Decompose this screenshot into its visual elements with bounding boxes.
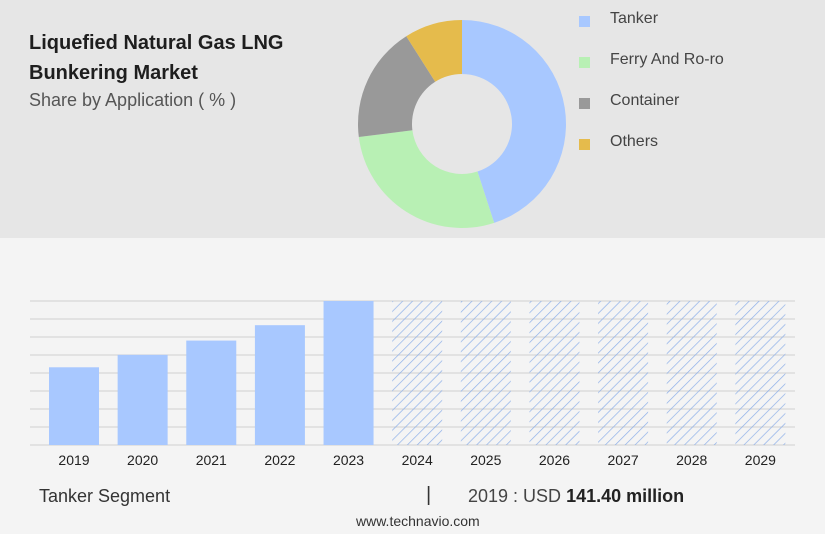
x-tick-label: 2024	[402, 452, 433, 468]
bar-forecast-2027	[598, 301, 649, 445]
bar-chart: 2019 2020 2021 2022 2023 2024 2025 2026 2027 2028…	[30, 300, 795, 468]
value-amount: 141.40 million	[566, 486, 685, 506]
segment-label: Tanker Segment	[39, 486, 171, 506]
legend-swatch	[579, 98, 590, 109]
bar-forecast-2024	[392, 301, 443, 445]
x-tick-label: 2023	[333, 452, 364, 468]
x-tick-label: 2027	[608, 452, 639, 468]
bar-forecast-2025	[460, 301, 511, 445]
donut-chart	[358, 20, 566, 229]
bar-2023	[323, 301, 374, 445]
legend-swatch	[579, 139, 590, 150]
legend-label: Others	[610, 133, 659, 150]
x-tick-label: 2025	[470, 452, 501, 468]
x-tick-label: 2021	[196, 452, 227, 468]
legend-label: Container	[610, 92, 680, 109]
x-tick-label: 2020	[127, 452, 158, 468]
footer-separator: |	[426, 484, 432, 506]
segment-value: 2019 : USD 141.40 million	[468, 486, 684, 507]
page-title: Liquefied Natural Gas LNG Bunkering Mark…	[29, 32, 284, 84]
donut-slice-1	[358, 130, 495, 229]
legend-label: Ferry And Ro-ro	[610, 51, 724, 68]
x-tick-label: 2029	[745, 452, 776, 468]
x-tick-label: 2028	[676, 452, 707, 468]
bar-2020	[117, 354, 168, 445]
donut-slice-0	[462, 20, 566, 223]
page-subtitle: Share by Application ( % )	[29, 90, 237, 110]
bar-forecast-2029	[735, 301, 786, 445]
source-url: www.technavio.com	[356, 513, 480, 529]
year-prefix: 2019 : USD	[468, 486, 562, 506]
donut-slice-2	[358, 36, 436, 138]
bar-2019	[49, 367, 99, 445]
legend-swatch	[579, 16, 590, 27]
donut-slice-3	[406, 20, 462, 82]
bar-2021	[186, 340, 237, 445]
x-tick-label: 2026	[539, 452, 570, 468]
x-tick-label: 2019	[58, 452, 89, 468]
x-tick-label: 2022	[264, 452, 295, 468]
bar-forecast-2028	[666, 301, 717, 445]
bar-forecast-2026	[529, 301, 580, 445]
legend-swatch	[579, 57, 590, 68]
bar-2022	[254, 325, 305, 445]
legend-label: Tanker	[610, 10, 659, 27]
